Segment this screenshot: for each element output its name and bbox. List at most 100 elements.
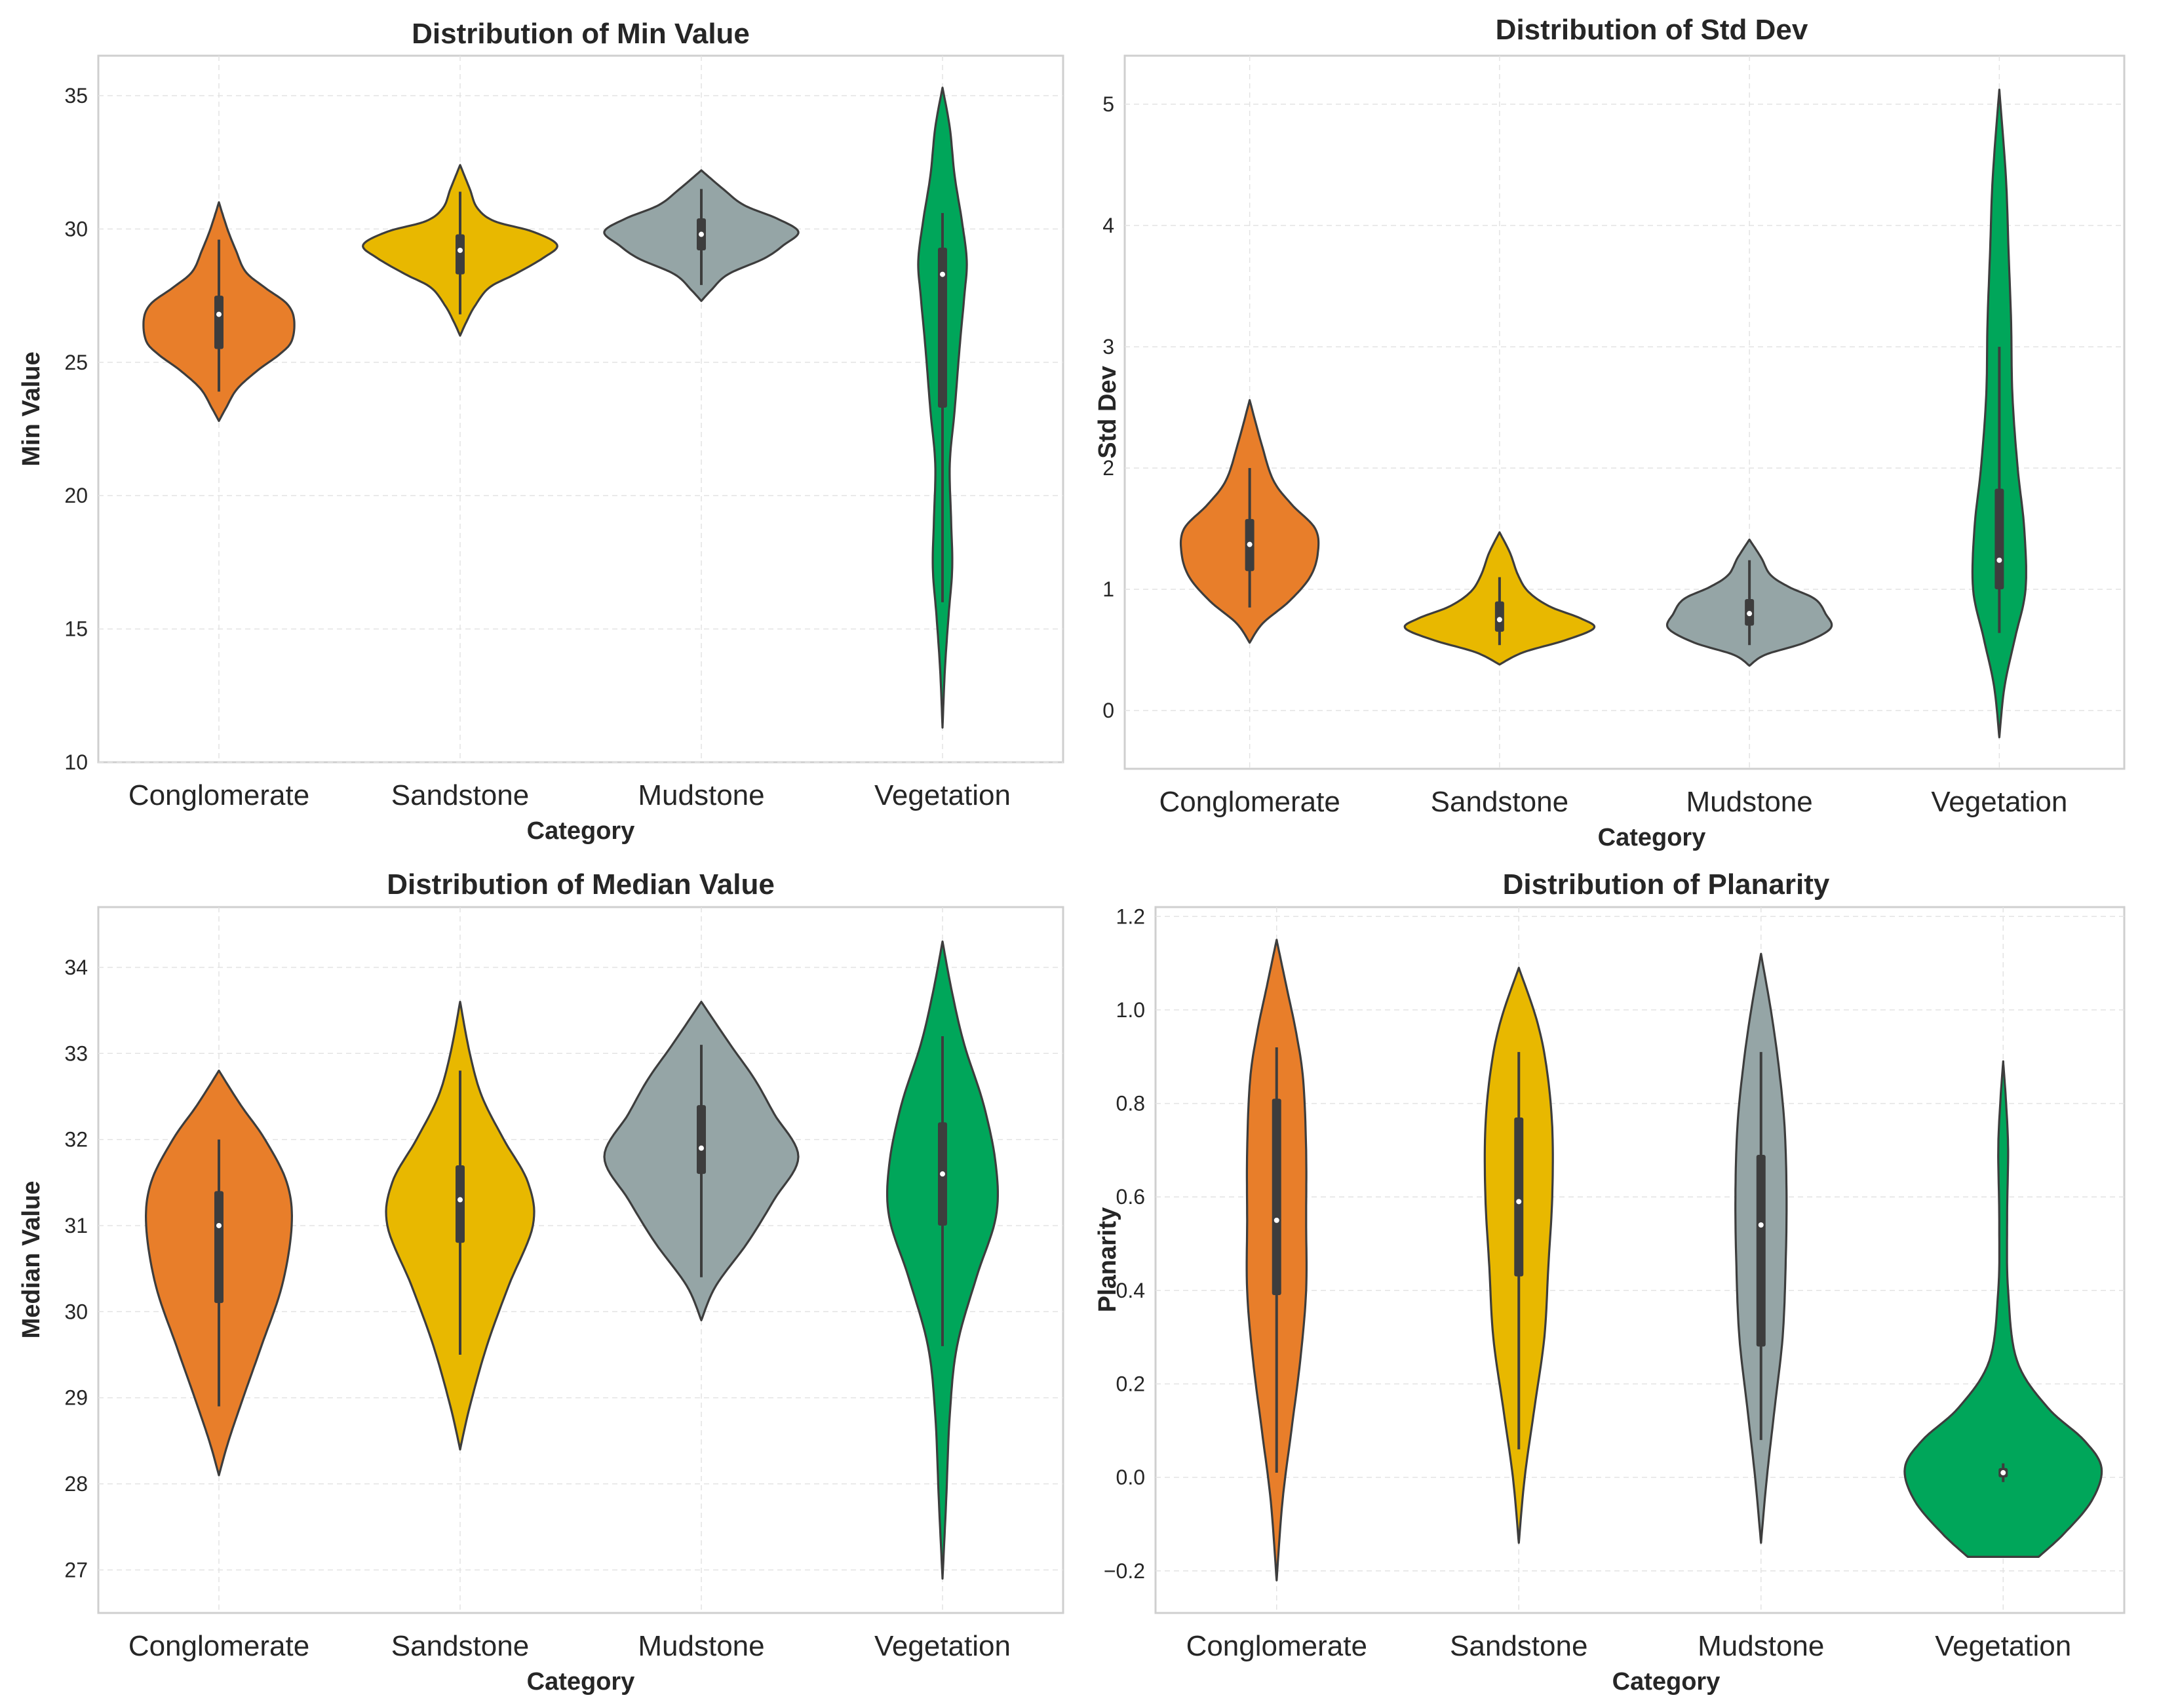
y-tick-label: 0	[1102, 699, 1114, 722]
violin-iqr-box	[1272, 1098, 1281, 1295]
y-tick-label: 35	[64, 84, 88, 107]
y-tick-label: 2	[1102, 456, 1114, 480]
violin-mudstone	[1665, 538, 1833, 667]
chart-title-median-value: Distribution of Median Value	[387, 868, 775, 901]
violin-sandstone	[385, 1000, 535, 1451]
violin-vegetation	[1971, 88, 2027, 739]
violin-sandstone	[1403, 531, 1596, 666]
violin-iqr-box	[1514, 1117, 1524, 1277]
x-tick-label: Mudstone	[638, 779, 764, 811]
x-tick-label: Vegetation	[874, 779, 1011, 811]
y-tick-label: 29	[64, 1386, 88, 1410]
violin-sandstone	[362, 164, 558, 337]
violin-median-dot	[699, 1145, 704, 1151]
plot-area-min-value	[97, 54, 1064, 764]
violin-iqr-box	[456, 234, 465, 275]
xticks-min-value: Conglomerate Sandstone Mudstone Vegetation	[128, 779, 1011, 811]
violins-planarity	[1245, 939, 2103, 1582]
violin-conglomerate	[1179, 398, 1320, 644]
chart-title-planarity: Distribution of Planarity	[1503, 868, 1830, 901]
violin-median-dot	[1516, 1199, 1522, 1205]
violin-iqr-box	[214, 1191, 224, 1304]
violin-iqr-box	[456, 1165, 465, 1243]
y-tick-label: 1.2	[1116, 904, 1145, 928]
violin-body	[1903, 1060, 2103, 1558]
violin-iqr-box	[938, 247, 947, 408]
y-tick-label: 1	[1102, 577, 1114, 601]
violins-std-dev	[1179, 88, 2027, 739]
x-axis-label-min-value: Category	[527, 817, 635, 845]
x-tick-label: Mudstone	[638, 1630, 764, 1662]
violin-sandstone	[1483, 967, 1554, 1544]
y-tick-label: 0.0	[1116, 1465, 1145, 1489]
y-tick-label: 27	[64, 1558, 88, 1582]
yticks-planarity: −0.2 0.0 0.2 0.4 0.6 0.8 1.0 1.2	[1104, 904, 1145, 1583]
violin-iqr-box	[697, 1105, 706, 1174]
x-tick-label: Mudstone	[1686, 786, 1813, 818]
x-axis-label-median-value: Category	[527, 1668, 635, 1696]
y-tick-label: 4	[1102, 214, 1114, 237]
y-axis-label-median-value: Median Value	[18, 1181, 45, 1339]
x-tick-label: Sandstone	[1431, 786, 1568, 818]
y-tick-label: 30	[64, 1300, 88, 1323]
y-tick-label: 0.6	[1116, 1185, 1145, 1209]
panel-median-value: 27 28 29 30 31 32 33 34 Conglomerate Sandstone Mu…	[18, 868, 1064, 1696]
violin-median-dot	[1247, 541, 1253, 547]
violin-median-dot	[216, 1222, 222, 1228]
violin-iqr-box	[214, 296, 224, 349]
yticks-median-value: 27 28 29 30 31 32 33 34	[64, 956, 88, 1582]
y-tick-label: 34	[64, 956, 88, 979]
violin-mudstone	[1734, 952, 1788, 1544]
violin-median-dot	[1496, 617, 1502, 623]
y-tick-label: 15	[64, 617, 88, 641]
violin-iqr-box	[1994, 488, 2004, 590]
violin-vegetation	[1903, 1060, 2103, 1558]
y-tick-label: 0.8	[1116, 1092, 1145, 1116]
y-tick-label: 10	[64, 750, 88, 774]
x-tick-label: Conglomerate	[1159, 786, 1340, 818]
violin-median-dot	[699, 231, 704, 237]
violin-vegetation	[886, 940, 999, 1580]
y-tick-label: 3	[1102, 335, 1114, 359]
yticks-min-value: 10 15 20 25 30 35	[64, 84, 88, 774]
x-axis-label-planarity: Category	[1612, 1668, 1721, 1696]
y-tick-label: 28	[64, 1472, 88, 1496]
violin-median-dot	[940, 1171, 945, 1177]
violin-median-dot	[940, 271, 945, 277]
panel-planarity: −0.2 0.0 0.2 0.4 0.6 0.8 1.0 1.2 Conglomerate Sa…	[1094, 868, 2126, 1696]
yticks-std-dev: 0 1 2 3 4 5	[1102, 92, 1114, 722]
panel-std-dev: 0 1 2 3 4 5 Conglomerate Sandstone Mudstone Vege…	[1094, 14, 2126, 851]
xticks-median-value: Conglomerate Sandstone Mudstone Vegetation	[128, 1630, 1011, 1662]
x-axis-label-std-dev: Category	[1598, 824, 1706, 851]
x-tick-label: Vegetation	[1935, 1630, 2071, 1662]
violins-median-value	[145, 940, 999, 1580]
y-tick-label: 31	[64, 1214, 88, 1237]
y-tick-label: 5	[1102, 92, 1114, 116]
y-tick-label: −0.2	[1104, 1559, 1145, 1583]
violin-median-dot	[457, 247, 463, 253]
violin-median-dot	[1758, 1222, 1764, 1228]
violin-conglomerate	[1245, 939, 1308, 1582]
violin-median-dot	[1274, 1217, 1279, 1223]
panel-min-value: 10 15 20 25 30 35 Conglomerate Sandstone Mudsto…	[18, 18, 1064, 845]
x-tick-label: Sandstone	[391, 779, 529, 811]
violin-mudstone	[603, 169, 800, 302]
violin-median-dot	[457, 1197, 463, 1203]
violin-median-dot	[216, 311, 222, 317]
chart-title-std-dev: Distribution of Std Dev	[1496, 14, 1808, 46]
y-axis-label-std-dev: Std Dev	[1094, 366, 1121, 458]
y-axis-label-planarity: Planarity	[1094, 1207, 1121, 1313]
xticks-std-dev: Conglomerate Sandstone Mudstone Vegetation	[1159, 786, 2067, 818]
violin-iqr-box	[1756, 1155, 1766, 1347]
x-tick-label: Vegetation	[1931, 786, 2067, 818]
x-tick-label: Mudstone	[1698, 1630, 1824, 1662]
violin-vegetation	[917, 87, 968, 729]
x-tick-label: Vegetation	[874, 1630, 1011, 1662]
y-tick-label: 33	[64, 1041, 88, 1065]
y-tick-label: 20	[64, 484, 88, 507]
violin-conglomerate	[145, 1069, 293, 1477]
chart-title-min-value: Distribution of Min Value	[412, 18, 750, 50]
y-tick-label: 0.2	[1116, 1372, 1145, 1396]
violins-min-value	[142, 87, 968, 729]
